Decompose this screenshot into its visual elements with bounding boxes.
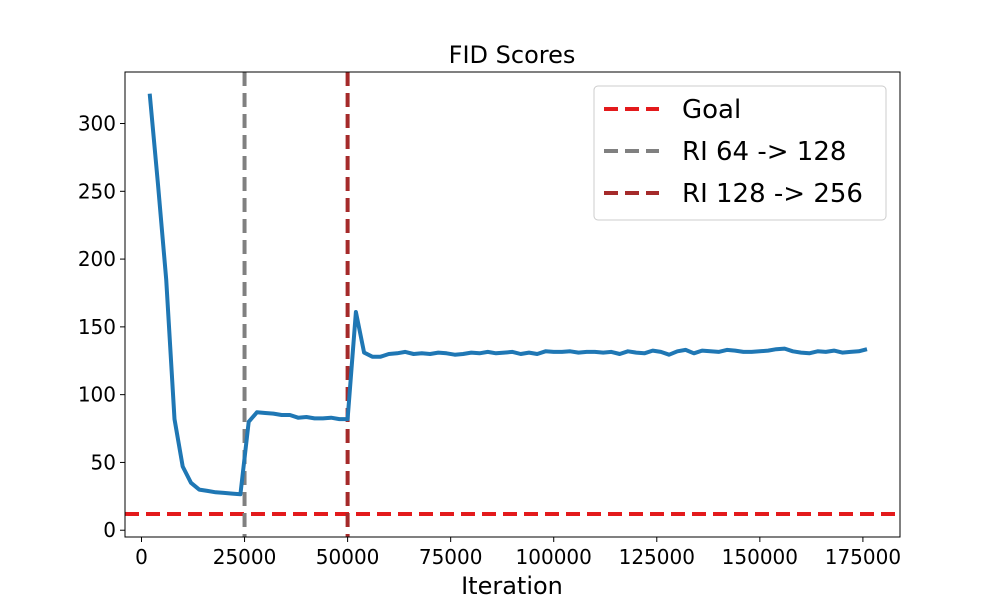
y-tick-label: 100	[78, 383, 116, 407]
x-axis-title: Iteration	[461, 572, 563, 600]
plot-frame	[124, 71, 901, 538]
x-tick-label: 125000	[619, 545, 695, 569]
x-tick-label: 0	[135, 545, 148, 569]
y-tick-label: 0	[103, 518, 116, 542]
y-tick-label: 150	[78, 315, 116, 339]
x-tick-label: 75000	[419, 545, 483, 569]
y-tick-label: 300	[78, 112, 116, 136]
y-tick-label: 250	[78, 179, 116, 203]
legend-label-ri-128-256: RI 128 -> 256	[682, 179, 863, 209]
series-layer	[147, 93, 868, 497]
y-tick-label: 200	[78, 247, 116, 271]
chart-title: FID Scores	[449, 41, 576, 69]
x-tick-label: 50000	[316, 545, 380, 569]
x-tick-label: 175000	[825, 545, 901, 569]
x-tick-label: 25000	[213, 545, 277, 569]
y-tick-label: 50	[91, 450, 116, 474]
legend-label-ri-64-128: RI 64 -> 128	[682, 137, 846, 167]
legend-label-goal: Goal	[682, 95, 741, 125]
legend: Goal RI 64 -> 128 RI 128 -> 256	[593, 85, 887, 221]
series-line-1	[147, 93, 868, 497]
x-tick-label: 100000	[516, 545, 592, 569]
x-tick-label: 150000	[722, 545, 798, 569]
legend-box	[593, 85, 887, 221]
tick-layer: 0 25000 50000 75000 100000 125000 150000 175000…	[78, 112, 901, 569]
